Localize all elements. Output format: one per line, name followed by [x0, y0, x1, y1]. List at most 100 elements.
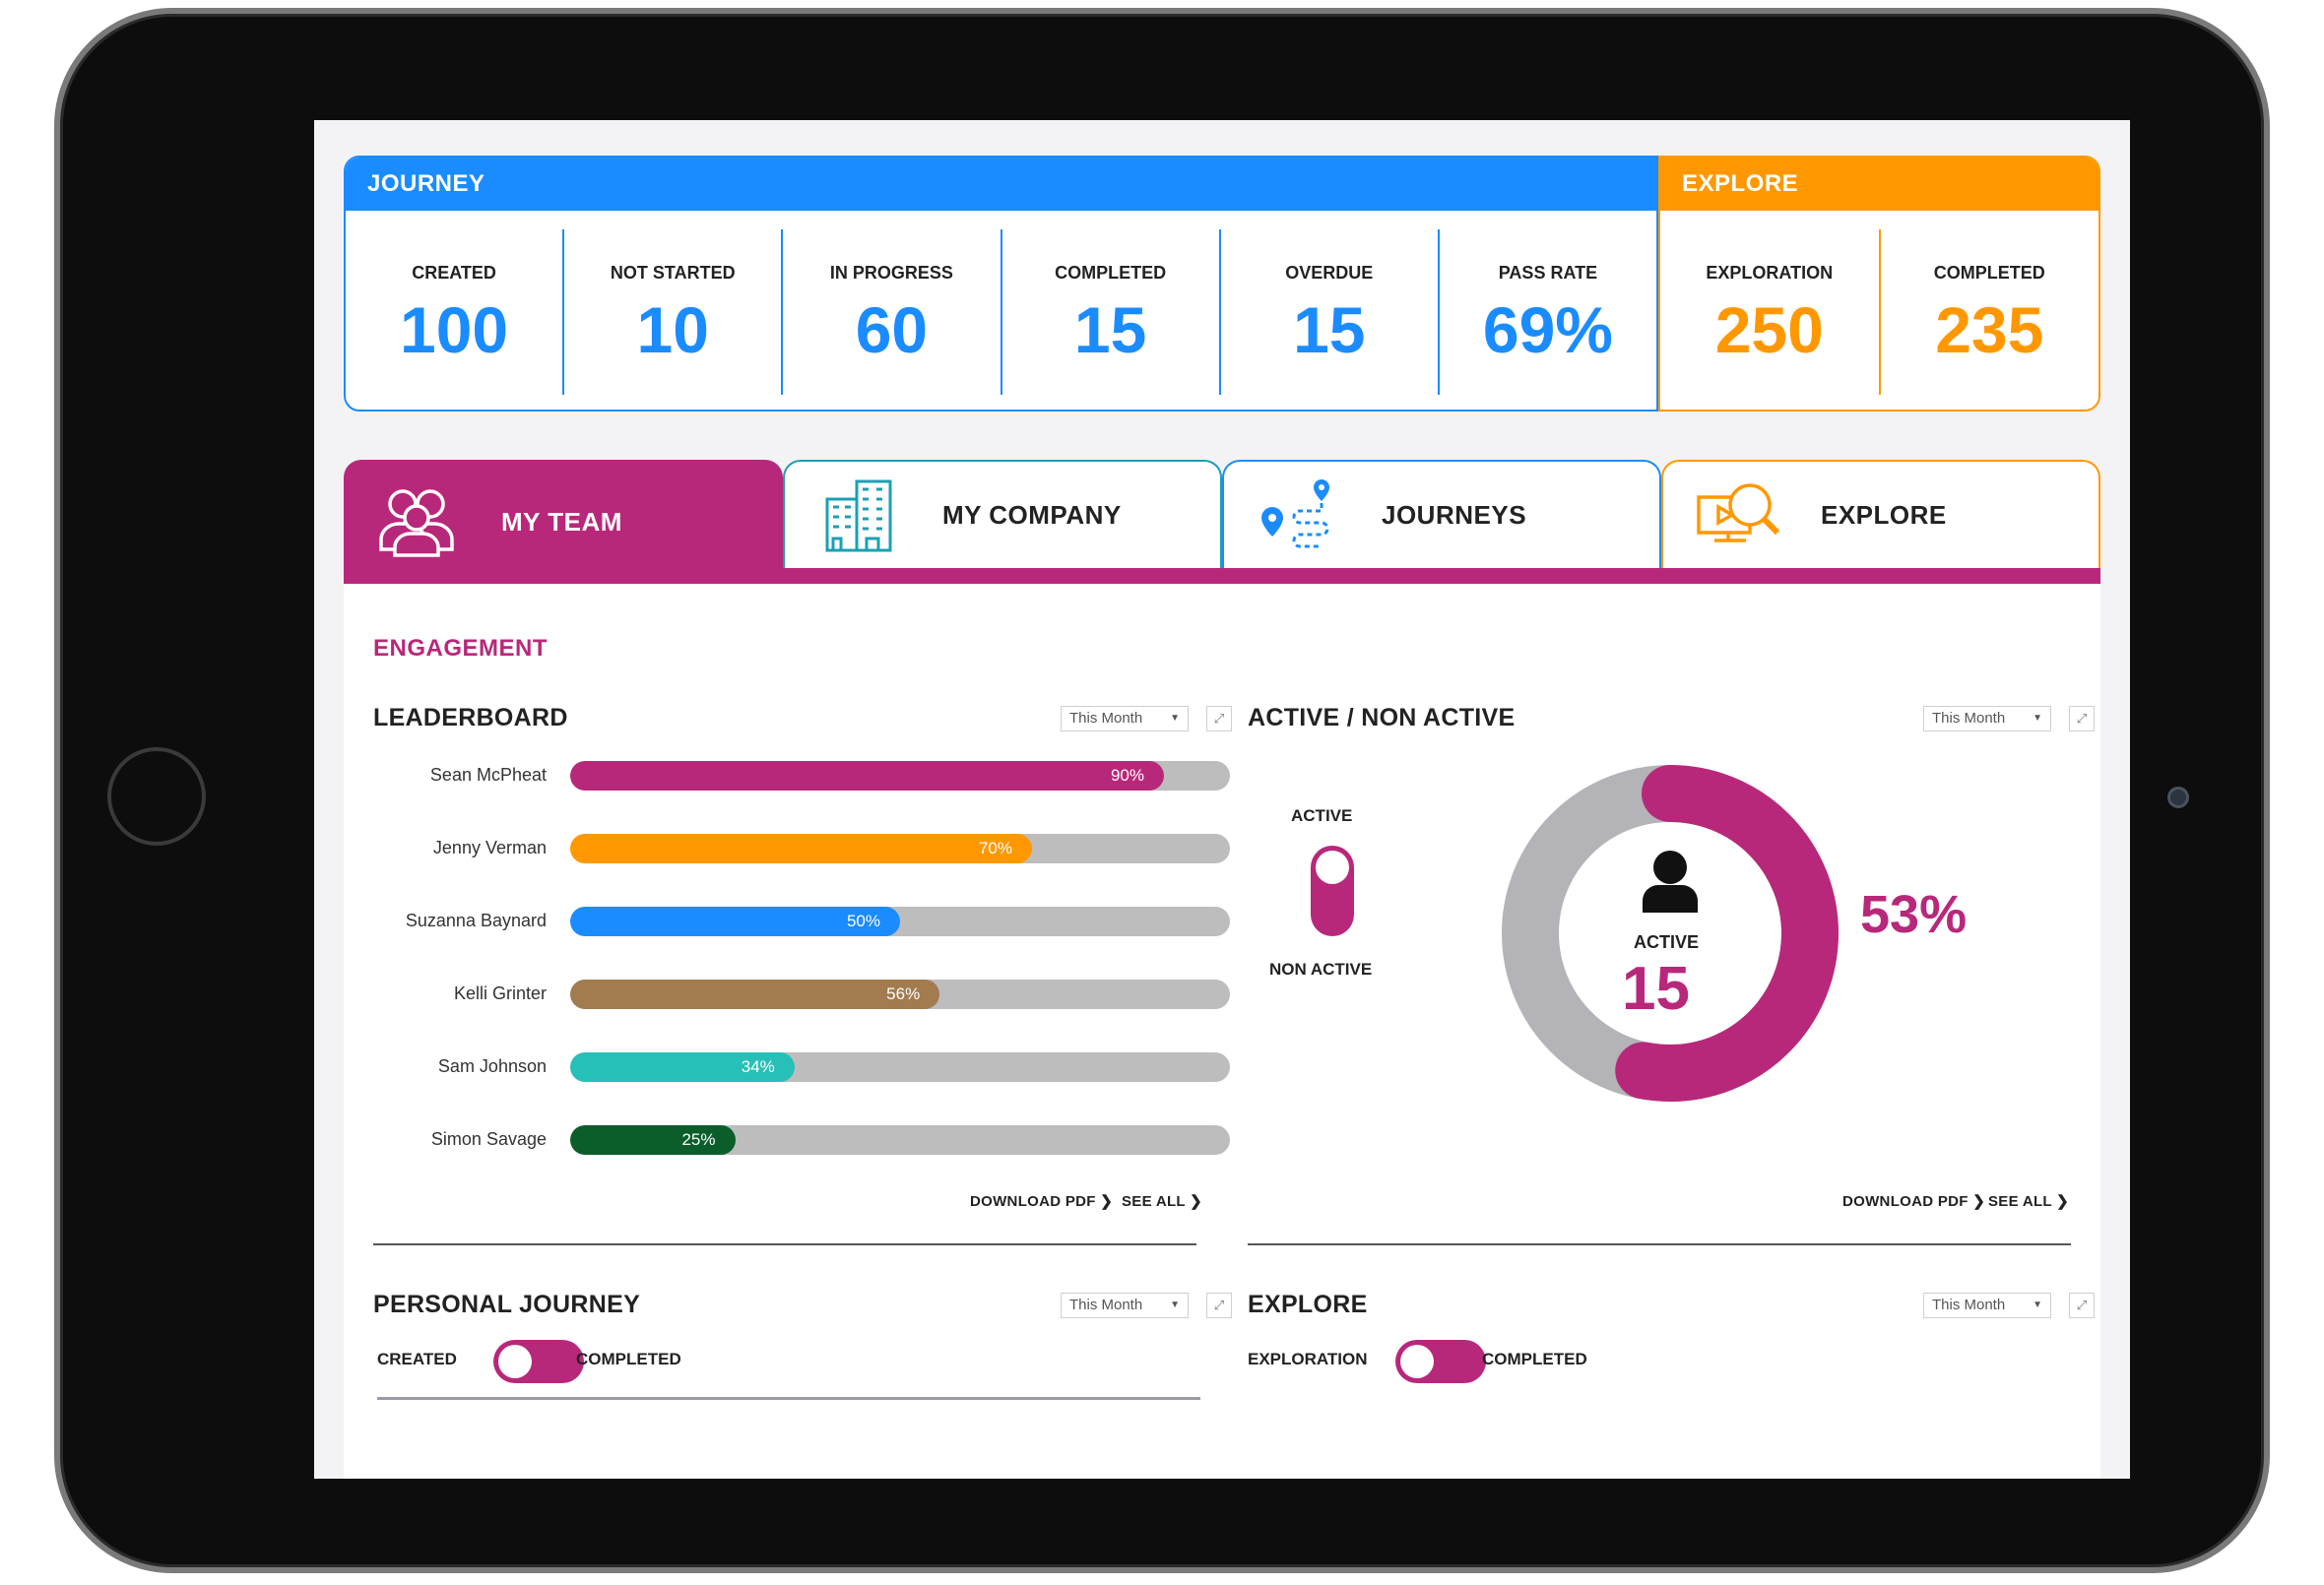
main-tabs: MY TEAM MY COMPANY [344, 460, 2100, 584]
leaderboard-name: Sam Johnson [437, 1056, 547, 1076]
expand-icon[interactable]: ⤢ [1206, 706, 1232, 731]
chevron-right-icon: ❯ [1100, 1193, 1114, 1210]
leaderboard-name: Suzanna Baynard [405, 911, 547, 930]
divider [1248, 1243, 2071, 1245]
download-pdf-label: DOWNLOAD PDF [1842, 1193, 1969, 1210]
toggle-right-label: COMPLETED [1482, 1350, 1587, 1368]
home-button[interactable] [107, 747, 206, 846]
active-title: ACTIVE / NON ACTIVE [1248, 704, 1516, 731]
stat-explore-completed[interactable]: COMPLETED 235 [1881, 229, 2099, 395]
toggle-left-label: CREATED [377, 1350, 457, 1368]
progress-fill: 25% [570, 1125, 736, 1155]
progress-percent: 90% [1110, 766, 1144, 785]
leaderboard-row[interactable]: Sean McPheat 90% [373, 761, 1230, 792]
tab-label: EXPLORE [1821, 499, 1947, 530]
tab-my-team[interactable]: MY TEAM [344, 460, 783, 584]
select-value: This Month [1932, 710, 2006, 727]
leaderboard-chart: Sean McPheat 90% Jenny Verman 70% Suzanna Ba… [373, 761, 1259, 1174]
stat-created[interactable]: CREATED 100 [346, 229, 565, 395]
engagement-title: ENGAGEMENT [373, 635, 549, 662]
progress-fill: 90% [570, 761, 1164, 791]
stat-overdue[interactable]: OVERDUE 15 [1221, 229, 1440, 395]
expand-icon[interactable]: ⤢ [1206, 1293, 1232, 1318]
leaderboard-name: Sean McPheat [429, 765, 547, 785]
progress-fill: 50% [570, 907, 900, 936]
personal-journey-toggle[interactable] [493, 1340, 584, 1383]
divider [377, 1397, 1200, 1400]
stat-value: 235 [1935, 292, 2044, 366]
progress-percent: 56% [886, 984, 921, 1003]
toggle-active-label: ACTIVE [1291, 806, 1353, 825]
progress-fill: 34% [570, 1052, 795, 1082]
donut-active-segment [1502, 765, 1839, 1102]
active-toggle[interactable] [1311, 846, 1354, 936]
see-all-link[interactable]: SEE ALL ❯ [1988, 1192, 2069, 1210]
donut-center-label: ACTIVE [1634, 932, 1700, 952]
select-value: This Month [1069, 1297, 1143, 1313]
tab-my-company[interactable]: MY COMPANY [783, 460, 1222, 568]
progress-percent: 25% [681, 1130, 716, 1149]
tab-label: MY COMPANY [942, 499, 1122, 530]
toggle-knob [498, 1345, 532, 1378]
progress-track: 56% [570, 980, 1230, 1009]
tab-underline [344, 568, 2100, 584]
stat-label: CREATED [412, 262, 496, 283]
team-icon [373, 477, 462, 566]
route-icon [1254, 471, 1342, 559]
personal-journey-title: PERSONAL JOURNEY [373, 1291, 641, 1318]
stat-label: COMPLETED [1055, 262, 1167, 283]
explore-toggle[interactable] [1395, 1340, 1486, 1383]
donut-center-value: 15 [1622, 955, 1690, 1023]
expand-icon[interactable]: ⤢ [2069, 706, 2095, 731]
explore-period-select[interactable]: This Month ▼ [1923, 1293, 2051, 1318]
download-pdf-link[interactable]: DOWNLOAD PDF ❯ [1842, 1192, 1985, 1210]
stat-label: PASS RATE [1498, 262, 1598, 283]
see-all-label: SEE ALL [1122, 1193, 1186, 1210]
divider [373, 1243, 1196, 1245]
select-value: This Month [1932, 1297, 2006, 1313]
toggle-left-label: EXPLORATION [1248, 1350, 1368, 1368]
personal-journey-period-select[interactable]: This Month ▼ [1061, 1293, 1189, 1318]
tab-label: MY TEAM [501, 506, 622, 537]
active-donut-chart [1502, 765, 1839, 1102]
progress-percent: 50% [846, 912, 880, 930]
progress-track: 50% [570, 907, 1230, 936]
progress-track: 34% [570, 1052, 1230, 1082]
leaderboard-row[interactable]: Suzanna Baynard 50% [373, 907, 1230, 938]
select-value: This Month [1069, 710, 1143, 727]
stats-header: JOURNEY CREATED 100 NOT STARTED 10 IN PR… [344, 156, 2100, 412]
stat-not-started[interactable]: NOT STARTED 10 [564, 229, 784, 395]
active-period-select[interactable]: This Month ▼ [1923, 706, 2051, 731]
leaderboard-period-select[interactable]: This Month ▼ [1061, 706, 1189, 731]
dashboard-screen: JOURNEY CREATED 100 NOT STARTED 10 IN PR… [314, 120, 2130, 1479]
stat-completed[interactable]: COMPLETED 15 [1002, 229, 1221, 395]
active-percent: 53% [1860, 885, 1968, 944]
stat-exploration[interactable]: EXPLORATION 250 [1660, 229, 1881, 395]
download-pdf-label: DOWNLOAD PDF [970, 1193, 1096, 1210]
stat-value: 100 [400, 292, 509, 366]
camera-icon [2167, 787, 2189, 808]
progress-track: 70% [570, 834, 1230, 863]
tab-explore[interactable]: EXPLORE [1661, 460, 2100, 568]
progress-fill: 70% [570, 834, 1032, 863]
tab-journeys[interactable]: JOURNEYS [1222, 460, 1661, 568]
leaderboard-row[interactable]: Sam Johnson 34% [373, 1052, 1230, 1084]
leaderboard-name: Jenny Verman [432, 838, 547, 857]
stat-label: OVERDUE [1285, 262, 1374, 283]
leaderboard-row[interactable]: Jenny Verman 70% [373, 834, 1230, 865]
explore-section-title: EXPLORE [1248, 1291, 1368, 1318]
leaderboard-row[interactable]: Simon Savage 25% [373, 1125, 1230, 1157]
tablet-frame: JOURNEY CREATED 100 NOT STARTED 10 IN PR… [54, 8, 2270, 1573]
stat-in-progress[interactable]: IN PROGRESS 60 [783, 229, 1002, 395]
stat-pass-rate[interactable]: PASS RATE 69% [1440, 229, 1656, 395]
download-pdf-link[interactable]: DOWNLOAD PDF ❯ [970, 1192, 1113, 1210]
leaderboard-row[interactable]: Kelli Grinter 56% [373, 980, 1230, 1011]
leaderboard-title: LEADERBOARD [373, 704, 568, 731]
progress-percent: 70% [978, 839, 1012, 857]
expand-icon[interactable]: ⤢ [2069, 1293, 2095, 1318]
see-all-link[interactable]: SEE ALL ❯ [1122, 1192, 1202, 1210]
stat-value: 15 [1293, 292, 1366, 366]
stat-value: 60 [855, 292, 929, 366]
engagement-panel: ENGAGEMENT LEADERBOARD This Month ▼ ⤢ Sea… [344, 584, 2100, 1479]
building-icon [814, 471, 903, 559]
